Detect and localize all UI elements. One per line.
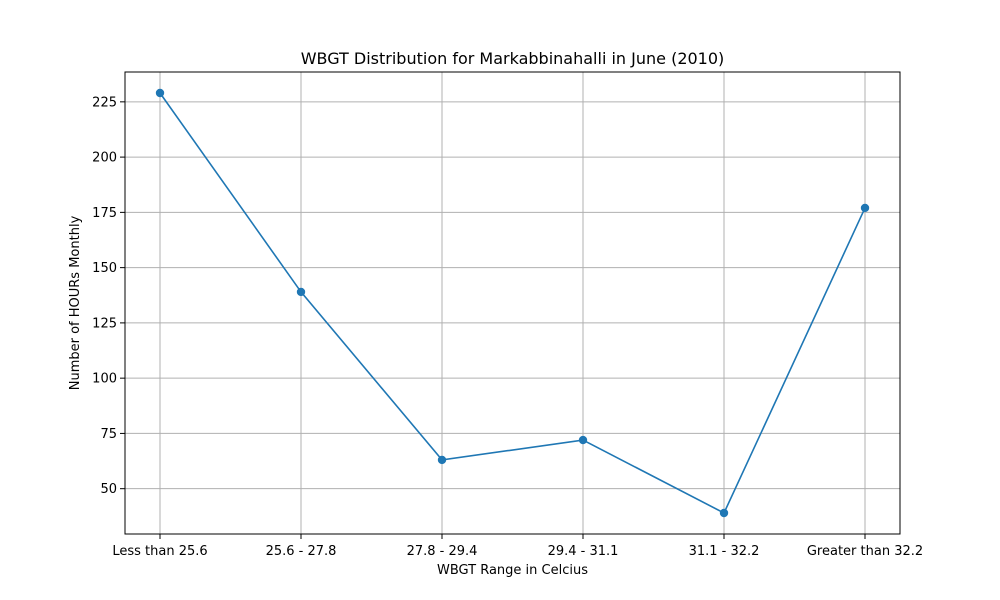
data-point [155, 88, 165, 98]
x-axis-label: WBGT Range in Celcius [437, 563, 588, 578]
series-line [159, 92, 866, 515]
y-tick-label: 125 [92, 316, 117, 331]
x-tick-label: 31.1 - 32.2 [689, 544, 760, 559]
y-tick-label: 150 [92, 261, 117, 276]
grid-layer [125, 72, 900, 534]
data-point [860, 203, 870, 213]
data-point [296, 287, 306, 297]
y-tick-label: 200 [92, 151, 117, 166]
x-tick-label: 29.4 - 31.1 [548, 544, 619, 559]
x-tick-label: 27.8 - 29.4 [407, 544, 478, 559]
tick-layer: Less than 25.6 25.6 - 27.8 27.8 - 29.4 29.4… [92, 95, 923, 559]
chart-title: WBGT Distribution for Markabbinahalli in… [301, 49, 725, 68]
y-tick-label: 225 [92, 95, 117, 110]
series-layer [155, 88, 870, 518]
data-point [437, 455, 447, 465]
y-tick-label: 50 [100, 482, 117, 497]
x-tick-label: 25.6 - 27.8 [266, 544, 337, 559]
data-point [578, 435, 588, 445]
x-tick-label: Less than 25.6 [112, 544, 207, 559]
plot-frame [124, 71, 901, 535]
y-tick-label: 100 [92, 372, 117, 387]
y-tick-label: 75 [100, 427, 117, 442]
y-tick-label: 175 [92, 206, 117, 221]
y-axis-label: Number of HOURs Monthly [68, 215, 83, 390]
x-tick-label: Greater than 32.2 [807, 544, 923, 559]
data-point [719, 508, 729, 518]
